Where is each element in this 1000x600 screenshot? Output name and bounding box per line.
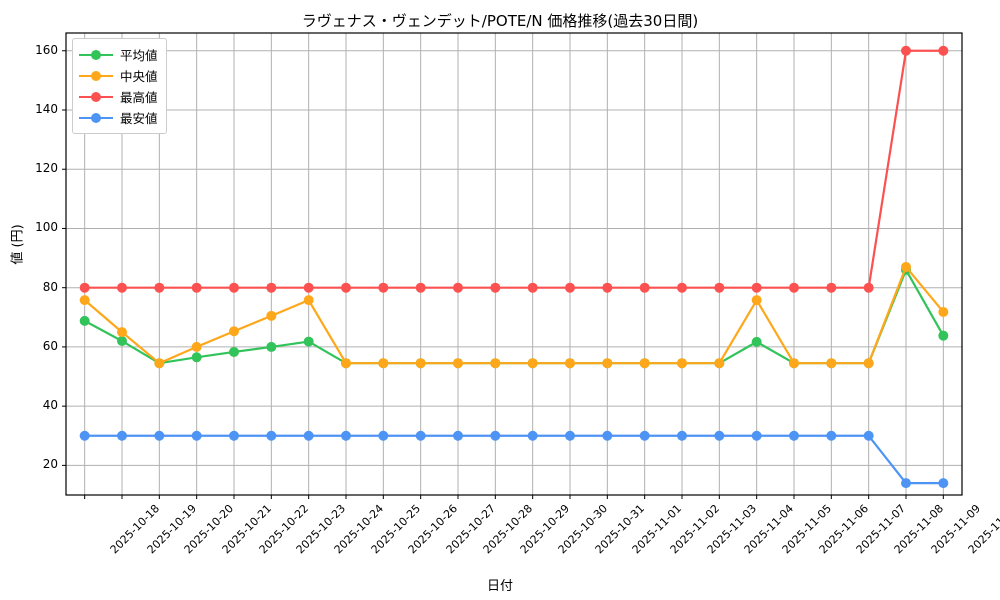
y-tick-label: 160 <box>35 42 58 57</box>
legend-label: 最安値 <box>120 111 158 126</box>
chart-legend: 平均値中央値最高値最安値 <box>72 38 167 134</box>
legend-label: 中央値 <box>120 69 158 84</box>
y-tick-label: 40 <box>42 398 58 413</box>
y-tick-label: 140 <box>35 102 58 116</box>
legend-item: 中央値 <box>79 65 158 86</box>
legend-item: 最安値 <box>79 107 158 128</box>
legend-marker-icon <box>79 90 113 104</box>
legend-marker-icon <box>79 111 113 125</box>
y-tick-label: 60 <box>42 338 58 353</box>
legend-item: 最高値 <box>79 86 158 107</box>
x-axis-label: 日付 <box>486 579 513 594</box>
y-tick-label: 100 <box>35 220 58 235</box>
legend-marker-icon <box>79 48 113 62</box>
y-tick-label: 20 <box>42 457 58 472</box>
legend-marker-icon <box>79 69 113 83</box>
y-tick-label: 120 <box>35 161 58 176</box>
legend-label: 平均値 <box>120 48 158 63</box>
legend-item: 平均値 <box>79 44 158 65</box>
chart-title: ラヴェナス・ヴェンデット/POTE/N 価格推移(過去30日間) <box>301 12 699 30</box>
y-tick-label: 80 <box>42 279 58 294</box>
legend-label: 最高値 <box>120 90 158 105</box>
